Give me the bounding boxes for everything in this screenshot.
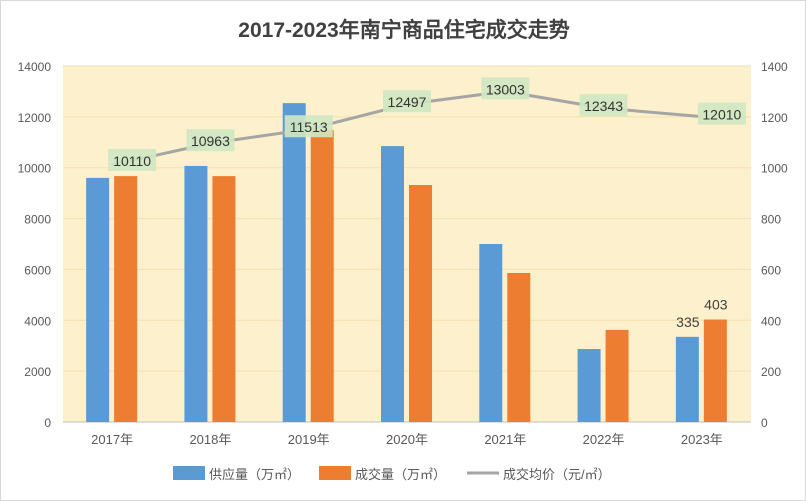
bar-supply — [675, 336, 699, 422]
left-tick-label: 0 — [44, 416, 51, 430]
right-tick-label: 200 — [761, 365, 781, 379]
price-label: 13003 — [486, 81, 525, 97]
bar-supply — [577, 349, 601, 422]
left-tick-label: 6000 — [24, 263, 51, 277]
x-tick-label: 2020年 — [386, 432, 428, 447]
left-tick-label: 12000 — [18, 111, 52, 125]
bar-transaction — [212, 176, 236, 422]
left-tick-label: 2000 — [24, 365, 51, 379]
plot-area — [63, 66, 751, 422]
supply-bar-label: 335 — [676, 314, 700, 330]
legend-label: 供应量（万㎡） — [209, 467, 300, 482]
chart-title: 2017-2023年南宁商品住宅成交走势 — [238, 18, 569, 42]
right-tick-label: 800 — [761, 213, 781, 227]
right-tick-label: 1200 — [761, 111, 788, 125]
price-label-bg — [108, 148, 157, 171]
bar-supply — [282, 103, 306, 422]
price-label-bg — [481, 77, 530, 100]
left-tick-label: 4000 — [24, 314, 51, 328]
left-tick-label: 8000 — [24, 213, 51, 227]
right-tick-label: 1400 — [761, 60, 788, 74]
legend-label: 成交量（万㎡） — [355, 467, 446, 482]
price-label: 12343 — [584, 98, 623, 114]
price-label: 10963 — [191, 133, 230, 149]
bar-supply — [184, 165, 208, 423]
bar-supply — [86, 177, 110, 422]
x-tick-label: 2017年 — [91, 432, 133, 447]
price-label-bg — [697, 102, 746, 125]
right-tick-label: 0 — [761, 416, 768, 430]
bar-supply — [381, 146, 404, 422]
price-label-bg — [383, 90, 431, 113]
right-tick-label: 600 — [761, 263, 781, 277]
x-tick-label: 2022年 — [583, 432, 625, 447]
price-label: 12010 — [702, 107, 741, 123]
price-label: 10110 — [113, 153, 151, 169]
price-label-bg — [284, 115, 333, 138]
price-label: 12497 — [388, 94, 427, 110]
x-tick-label: 2018年 — [189, 432, 231, 447]
bar-supply — [479, 244, 503, 422]
price-label-bg — [186, 129, 235, 152]
x-tick-label: 2019年 — [288, 432, 330, 447]
legend-swatch — [319, 466, 351, 480]
bar-transaction — [703, 319, 727, 422]
x-tick-label: 2021年 — [484, 432, 526, 447]
left-tick-label: 14000 — [18, 60, 52, 74]
bar-transaction — [605, 329, 629, 422]
x-tick-label: 2023年 — [681, 432, 723, 447]
right-tick-label: 1000 — [761, 162, 788, 176]
bar-transaction — [507, 272, 531, 422]
bar-transaction — [409, 185, 432, 422]
legend-label: 成交均价（元/㎡） — [503, 467, 611, 482]
bar-transaction — [114, 176, 138, 422]
legend-swatch — [173, 466, 205, 480]
price-label-bg — [579, 94, 628, 117]
left-tick-label: 10000 — [18, 162, 52, 176]
bar-transaction — [310, 130, 334, 422]
price-label: 11513 — [290, 119, 328, 135]
right-tick-label: 400 — [761, 314, 781, 328]
transaction-bar-label: 403 — [704, 297, 728, 313]
